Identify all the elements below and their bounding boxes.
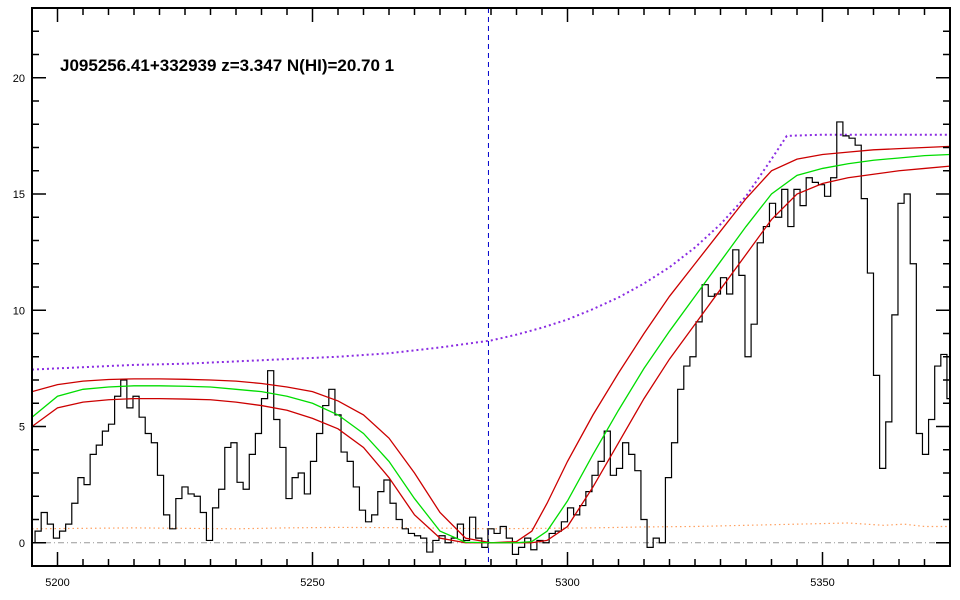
- x-tick-label: 5250: [300, 577, 324, 589]
- ticks-layer: 5200 5250 5300 5350 0 5 10 15 20: [13, 7, 951, 589]
- flux-line: [32, 121, 950, 555]
- x-tick-label: 5200: [45, 577, 69, 589]
- model-line: [32, 153, 950, 544]
- series-layer: [32, 8, 950, 566]
- y-tick-label: 0: [19, 538, 25, 550]
- y-tick-label: 10: [13, 305, 25, 317]
- y-tick-label: 15: [13, 189, 25, 201]
- chart-title: J095256.41+332939 z=3.347 N(HI)=20.70 1: [60, 56, 394, 75]
- y-tick-label: 20: [13, 73, 25, 85]
- x-tick-label: 5350: [810, 577, 834, 589]
- plot-area: [32, 8, 950, 566]
- y-tick-label: 5: [19, 422, 25, 434]
- x-tick-label: 5300: [555, 577, 579, 589]
